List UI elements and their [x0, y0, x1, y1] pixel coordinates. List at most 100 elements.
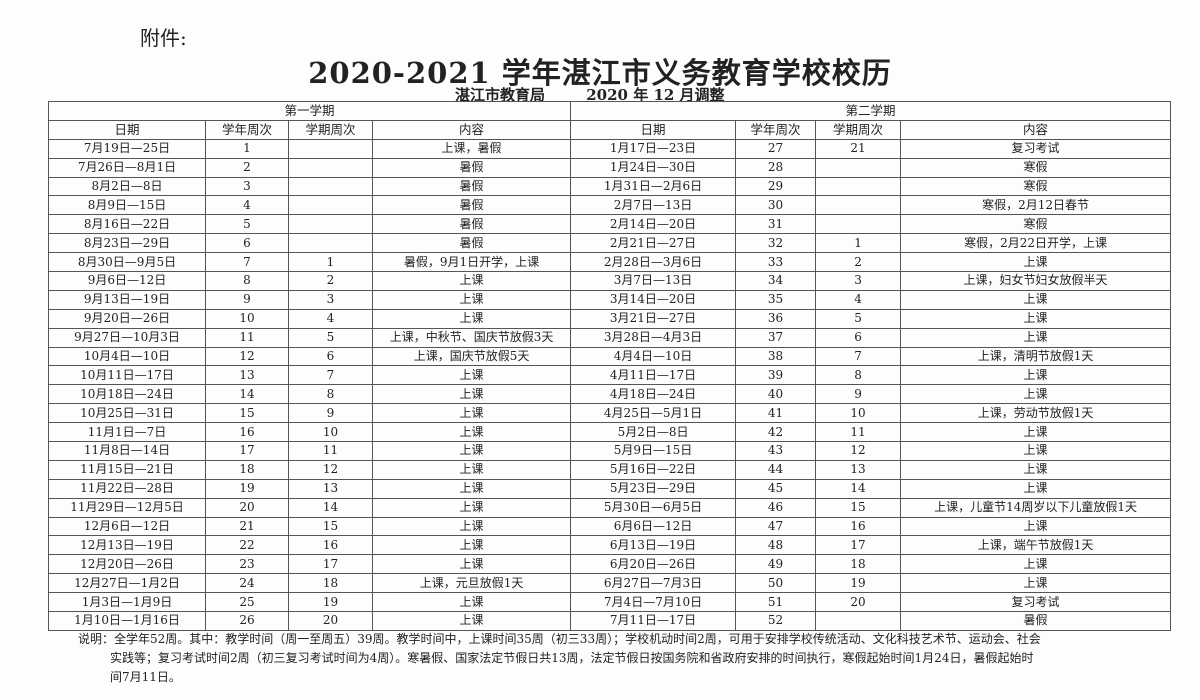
s1-academic-week-cell: 19 — [205, 478, 289, 499]
s2-date-cell: 4月4日—10日 — [570, 346, 737, 367]
s2-academic-week-cell: 33 — [735, 252, 817, 273]
s1-date-cell: 11月1日—7日 — [48, 422, 206, 443]
s1-academic-week-cell: 25 — [205, 592, 289, 613]
s1-content-cell: 上课 — [371, 289, 572, 310]
s1-date-cell: 12月27日—1月2日 — [48, 573, 206, 594]
s1-academic-week-cell: 13 — [205, 365, 289, 386]
header-date: 日期 — [570, 119, 737, 140]
table-row: 12月13日—19日 22 16 上课 6月13日—19日 48 17 上课，端午节放假1天 — [48, 535, 1172, 556]
header-semester-week: 学期周次 — [815, 119, 902, 140]
s1-academic-week-cell: 11 — [205, 327, 289, 348]
s2-date-cell: 5月16日—22日 — [570, 459, 737, 480]
s1-semester-week-cell — [288, 157, 373, 178]
table-row: 12月6日—12日 21 15 上课 6月6日—12日 47 16 上课 — [48, 516, 1172, 537]
s2-date-cell: 3月7日—13日 — [570, 271, 737, 291]
s1-date-cell: 1月3日—1月9日 — [48, 592, 206, 613]
s1-content-cell: 上课 — [371, 403, 572, 424]
s2-semester-week-cell: 3 — [815, 271, 902, 291]
s1-academic-week-cell: 22 — [205, 535, 289, 556]
s2-academic-week-cell: 29 — [735, 176, 817, 197]
s1-date-cell: 7月26日—8月1日 — [48, 157, 206, 178]
s1-date-cell: 10月18日—24日 — [48, 384, 206, 405]
s2-semester-week-cell: 12 — [815, 441, 902, 461]
s1-academic-week-cell: 12 — [205, 346, 289, 367]
s2-content-cell: 上课，清明节放假1天 — [900, 346, 1172, 367]
s2-academic-week-cell: 27 — [735, 138, 817, 159]
s1-content-cell: 上课，中秋节、国庆节放假3天 — [371, 327, 572, 348]
s1-content-cell: 上课 — [371, 271, 572, 291]
s2-semester-week-cell: 7 — [815, 346, 902, 367]
header-date: 日期 — [48, 119, 206, 140]
table-row: 8月2日—8日 3 暑假 1月31日—2月6日 29 寒假 — [48, 176, 1172, 197]
s2-semester-week-cell: 18 — [815, 554, 902, 575]
header-content: 内容 — [371, 119, 572, 140]
s2-date-cell: 1月17日—23日 — [570, 138, 737, 159]
table-row: 10月4日—10日 12 6 上课，国庆节放假5天 4月4日—10日 38 7 上课，清明节放… — [48, 346, 1172, 367]
s1-semester-week-cell: 18 — [288, 573, 373, 594]
s2-date-cell: 4月11日—17日 — [570, 365, 737, 386]
s2-content-cell: 上课 — [900, 252, 1172, 273]
issuer: 湛江市教育局 — [455, 86, 546, 104]
s2-content-cell: 寒假，2月22日开学，上课 — [900, 233, 1172, 254]
table-row: 8月23日—29日 6 暑假 2月21日—27日 32 1 寒假，2月22日开学，上课 — [48, 233, 1172, 254]
s1-academic-week-cell: 8 — [205, 271, 289, 291]
s1-content-cell: 暑假 — [371, 195, 572, 216]
s2-semester-week-cell: 14 — [815, 478, 902, 499]
s1-academic-week-cell: 10 — [205, 308, 289, 329]
table-row: 8月16日—22日 5 暑假 2月14日—20日 31 寒假 — [48, 214, 1172, 235]
s1-content-cell: 上课 — [371, 554, 572, 575]
s1-date-cell: 8月16日—22日 — [48, 214, 206, 235]
s2-content-cell: 寒假 — [900, 157, 1172, 178]
s1-semester-week-cell: 7 — [288, 365, 373, 386]
table-row: 9月20日—26日 10 4 上课 3月21日—27日 36 5 上课 — [48, 308, 1172, 329]
s1-semester-week-cell: 17 — [288, 554, 373, 575]
s1-semester-week-cell: 14 — [288, 497, 373, 518]
s2-content-cell: 上课，儿童节14周岁以下儿童放假1天 — [900, 497, 1172, 518]
table-row: 10月25日—31日 15 9 上课 4月25日—5月1日 41 10 上课，劳动节放假1天 — [48, 403, 1172, 424]
s1-academic-week-cell: 21 — [205, 516, 289, 537]
s2-content-cell: 寒假 — [900, 176, 1172, 197]
s1-content-cell: 上课 — [371, 535, 572, 556]
s2-academic-week-cell: 42 — [735, 422, 817, 443]
s1-academic-week-cell: 18 — [205, 459, 289, 480]
s2-date-cell: 2月21日—27日 — [570, 233, 737, 254]
s1-date-cell: 10月11日—17日 — [48, 365, 206, 386]
s2-semester-week-cell — [815, 195, 902, 216]
s2-semester-week-cell — [815, 157, 902, 178]
s1-date-cell: 10月25日—31日 — [48, 403, 206, 424]
s1-semester-week-cell: 5 — [288, 327, 373, 348]
s1-academic-week-cell: 17 — [205, 441, 289, 461]
s1-date-cell: 8月2日—8日 — [48, 176, 206, 197]
s2-academic-week-cell: 36 — [735, 308, 817, 329]
s2-semester-week-cell: 11 — [815, 422, 902, 443]
s2-semester-week-cell: 13 — [815, 459, 902, 480]
s2-date-cell: 3月28日—4月3日 — [570, 327, 737, 348]
s1-academic-week-cell: 14 — [205, 384, 289, 405]
s2-academic-week-cell: 31 — [735, 214, 817, 235]
column-headers: 日期 学年周次 学期周次 内容 日期 学年周次 学期周次 内容 — [48, 119, 1172, 140]
s2-date-cell: 2月14日—20日 — [570, 214, 737, 235]
s1-academic-week-cell: 26 — [205, 611, 289, 631]
table-row: 11月8日—14日 17 11 上课 5月9日—15日 43 12 上课 — [48, 441, 1172, 461]
s1-semester-week-cell: 12 — [288, 459, 373, 480]
s2-semester-week-cell: 15 — [815, 497, 902, 518]
s2-content-cell: 上课 — [900, 478, 1172, 499]
s2-content-cell: 上课 — [900, 422, 1172, 443]
s2-semester-week-cell: 2 — [815, 252, 902, 273]
s2-content-cell: 上课 — [900, 554, 1172, 575]
subtitle: 湛江市教育局 2020 年 12 月调整 — [455, 84, 761, 105]
s1-semester-week-cell: 11 — [288, 441, 373, 461]
s1-date-cell: 8月9日—15日 — [48, 195, 206, 216]
s1-content-cell: 暑假 — [371, 214, 572, 235]
s1-academic-week-cell: 6 — [205, 233, 289, 254]
s1-content-cell: 暑假 — [371, 233, 572, 254]
s1-content-cell: 上课 — [371, 365, 572, 386]
s1-content-cell: 上课 — [371, 611, 572, 631]
table-row: 10月18日—24日 14 8 上课 4月18日—24日 40 9 上课 — [48, 384, 1172, 405]
s1-content-cell: 暑假 — [371, 157, 572, 178]
table-row: 11月1日—7日 16 10 上课 5月2日—8日 42 11 上课 — [48, 422, 1172, 443]
s2-academic-week-cell: 32 — [735, 233, 817, 254]
s2-date-cell: 7月4日—7月10日 — [570, 592, 737, 613]
s2-content-cell: 寒假，2月12日春节 — [900, 195, 1172, 216]
s2-content-cell: 上课 — [900, 384, 1172, 405]
